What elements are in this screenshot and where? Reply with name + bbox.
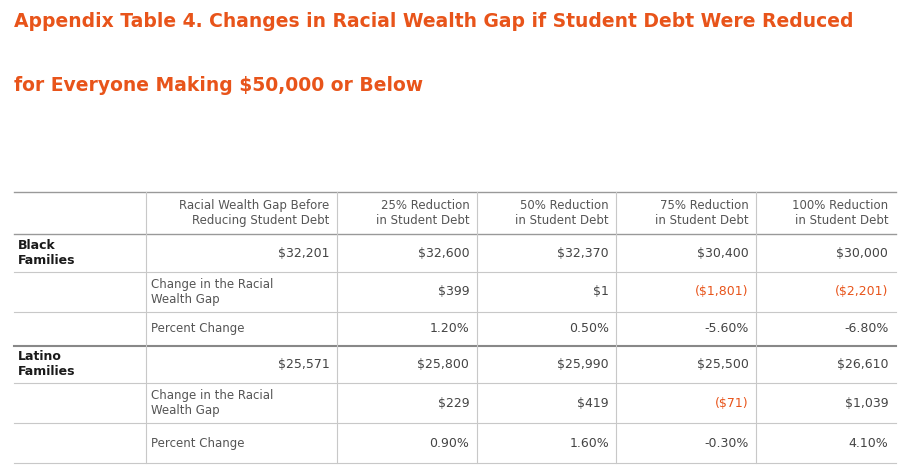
Text: ($1,801): ($1,801)	[695, 285, 749, 298]
Text: $26,610: $26,610	[837, 358, 888, 371]
Text: $25,990: $25,990	[557, 358, 609, 371]
Text: Black
Families: Black Families	[18, 239, 76, 267]
Text: -6.80%: -6.80%	[844, 322, 888, 335]
Text: 100% Reduction
in Student Debt: 100% Reduction in Student Debt	[792, 200, 888, 228]
Text: ($2,201): ($2,201)	[835, 285, 888, 298]
Text: 1.60%: 1.60%	[570, 437, 609, 450]
Text: $25,800: $25,800	[418, 358, 470, 371]
Text: 25% Reduction
in Student Debt: 25% Reduction in Student Debt	[375, 200, 470, 228]
Text: $32,201: $32,201	[278, 247, 329, 259]
Text: 1.20%: 1.20%	[429, 322, 470, 335]
Text: -5.60%: -5.60%	[705, 322, 749, 335]
Text: $25,571: $25,571	[278, 358, 329, 371]
Text: Appendix Table 4. Changes in Racial Wealth Gap if Student Debt Were Reduced: Appendix Table 4. Changes in Racial Weal…	[14, 12, 853, 31]
Text: for Everyone Making $50,000 or Below: for Everyone Making $50,000 or Below	[14, 76, 423, 95]
Text: Racial Wealth Gap Before
Reducing Student Debt: Racial Wealth Gap Before Reducing Studen…	[179, 200, 329, 228]
Text: 0.50%: 0.50%	[569, 322, 609, 335]
Text: $32,370: $32,370	[557, 247, 609, 259]
Text: -0.30%: -0.30%	[705, 437, 749, 450]
Text: ($71): ($71)	[715, 397, 749, 409]
Text: 4.10%: 4.10%	[849, 437, 888, 450]
Text: $1: $1	[593, 285, 609, 298]
Text: $25,500: $25,500	[697, 358, 749, 371]
Text: $30,000: $30,000	[836, 247, 888, 259]
Text: $399: $399	[437, 285, 470, 298]
Text: 50% Reduction
in Student Debt: 50% Reduction in Student Debt	[516, 200, 609, 228]
Text: Change in the Racial
Wealth Gap: Change in the Racial Wealth Gap	[151, 278, 274, 306]
Text: $30,400: $30,400	[697, 247, 749, 259]
Text: $32,600: $32,600	[418, 247, 470, 259]
Text: Percent Change: Percent Change	[151, 322, 245, 335]
Text: $229: $229	[437, 397, 470, 409]
Text: $419: $419	[578, 397, 609, 409]
Text: Percent Change: Percent Change	[151, 437, 245, 450]
Text: 0.90%: 0.90%	[429, 437, 470, 450]
Text: $1,039: $1,039	[845, 397, 888, 409]
Text: Change in the Racial
Wealth Gap: Change in the Racial Wealth Gap	[151, 389, 274, 417]
Text: Latino
Families: Latino Families	[18, 350, 76, 378]
Text: 75% Reduction
in Student Debt: 75% Reduction in Student Debt	[655, 200, 749, 228]
